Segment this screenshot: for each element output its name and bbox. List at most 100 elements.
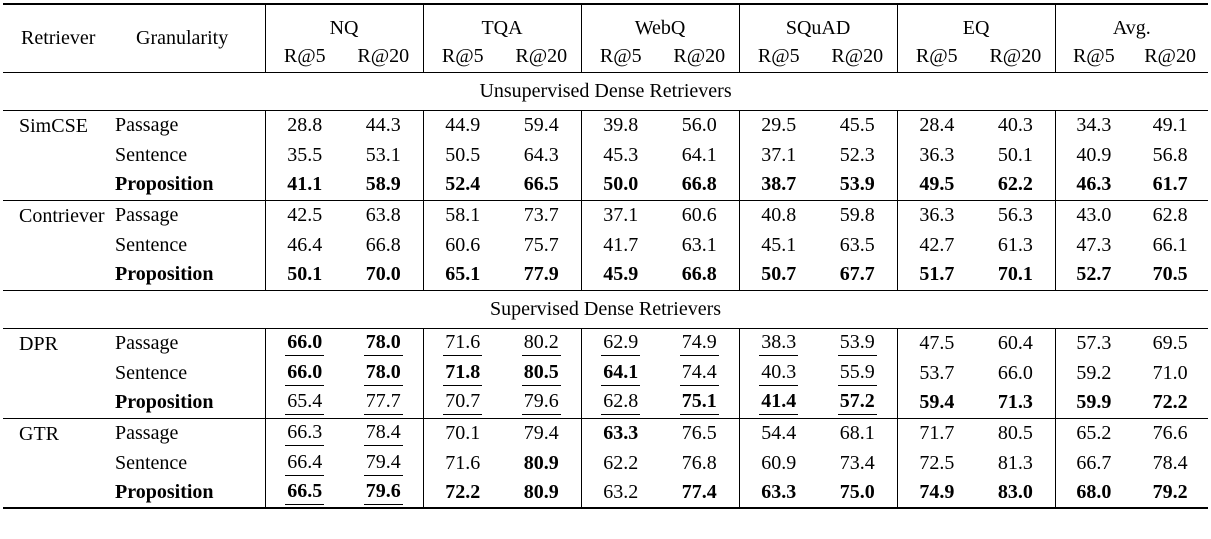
metric-value: 50.1 — [997, 143, 1033, 166]
metric-value: 83.0 — [997, 481, 1033, 503]
table-row: Sentence 46.4 66.8 60.6 75.7 41.7 63.1 45.1 63.5… — [3, 230, 1208, 260]
metric-header-squad-r-20: R@20 — [831, 45, 884, 68]
metric-cell: 65.4 — [264, 388, 344, 418]
metric-value: 78.4 — [1152, 451, 1188, 474]
metric-value: 55.9 — [837, 361, 877, 386]
metric-cell: 64.3 — [502, 140, 581, 170]
metric-value: 80.9 — [523, 451, 559, 474]
table-row: Proposition 66.5 79.6 72.2 80.9 63.2 77.4 63.3 7… — [3, 478, 1208, 508]
metric-cell: 29.5 — [738, 109, 819, 140]
metric-cell: 28.4 — [896, 109, 977, 140]
metric-cell: 78.0 — [344, 358, 423, 388]
col-header-retriever: Retriever — [21, 26, 96, 49]
metric-value: 70.7 — [443, 391, 483, 416]
metric-cell: 57.2 — [818, 388, 897, 418]
metric-cell: 53.9 — [818, 327, 898, 358]
metric-cell: 44.9 — [422, 109, 503, 140]
metric-value: 72.2 — [1152, 391, 1188, 414]
header-row-groups: Retriever Granularity NQ TQA WebQ SQuAD EQ Av… — [3, 4, 1209, 49]
metric-value: 78.0 — [363, 331, 403, 356]
metric-value: 45.5 — [839, 113, 875, 136]
section-row: Unsupervised Dense Retrievers — [3, 71, 1209, 111]
metric-cell: 54.4 — [738, 417, 819, 448]
metric-cell: 72.2 — [422, 478, 503, 508]
metric-value: 76.8 — [681, 451, 717, 474]
metric-value: 62.8 — [601, 391, 641, 416]
metric-value: 59.4 — [919, 391, 955, 414]
metric-cell: 66.5 — [502, 170, 581, 200]
metric-header-webq-r-20: R@20 — [673, 45, 726, 68]
metric-cell: 62.8 — [580, 388, 661, 418]
metric-cell: 50.1 — [976, 140, 1055, 170]
metric-value: 70.0 — [365, 263, 401, 286]
metric-value: 46.3 — [1076, 173, 1112, 196]
metric-value: 41.1 — [287, 173, 323, 196]
metric-value: 71.7 — [919, 421, 955, 444]
granularity-cell: Sentence — [115, 143, 188, 166]
metric-value: 37.1 — [603, 203, 639, 226]
metric-value: 40.8 — [761, 203, 797, 226]
metric-cell: 50.1 — [264, 260, 344, 290]
metric-value: 65.2 — [1076, 421, 1112, 444]
metric-cell: 38.3 — [738, 327, 819, 358]
metric-value: 75.0 — [839, 481, 875, 503]
granularity-cell: Proposition — [115, 391, 214, 414]
metric-cell: 62.2 — [580, 448, 661, 478]
metric-cell: 50.7 — [738, 260, 819, 290]
table-row: DPR Passage 66.0 78.0 71.6 80.2 62.9 74.9 38.3 53… — [3, 327, 1209, 418]
metric-cell: 47.3 — [1054, 230, 1133, 260]
metric-cell: 59.9 — [1054, 388, 1133, 418]
metric-cell: 74.9 — [660, 327, 740, 358]
metric-cell: 65.2 — [1054, 417, 1133, 448]
metric-cell: 71.6 — [422, 327, 503, 358]
metric-cell: 45.9 — [580, 260, 661, 290]
metric-cell: 59.4 — [896, 388, 977, 418]
metric-cell: 45.1 — [738, 230, 819, 260]
granularity-cell: Sentence — [115, 361, 188, 384]
metric-cell: 60.9 — [738, 448, 819, 478]
metric-value: 63.3 — [603, 421, 639, 444]
metric-value: 67.7 — [839, 263, 875, 286]
granularity-cell: Sentence — [115, 451, 188, 474]
metric-value: 81.3 — [997, 451, 1033, 474]
metric-cell: 77.7 — [344, 388, 423, 418]
metric-value: 75.1 — [679, 391, 719, 416]
metric-cell: 75.0 — [818, 478, 897, 508]
metric-cell: 72.5 — [896, 448, 977, 478]
metric-value: 80.9 — [523, 481, 559, 503]
metric-value: 71.6 — [443, 331, 483, 356]
metric-value: 59.8 — [839, 203, 875, 226]
metric-value: 44.9 — [445, 113, 481, 136]
metric-header-webq-r-5: R@5 — [580, 42, 661, 72]
metric-cell: 63.5 — [818, 230, 897, 260]
metric-value: 70.1 — [445, 421, 481, 444]
retriever-name: DPR — [3, 327, 100, 418]
metric-value: 80.2 — [521, 331, 561, 356]
metric-cell: 68.1 — [818, 417, 898, 448]
metric-cell: 66.0 — [976, 358, 1055, 388]
metric-value: 79.6 — [363, 481, 403, 505]
metric-cell: 73.4 — [818, 448, 897, 478]
metric-header-nq-r-20: R@20 — [357, 45, 410, 68]
metric-cell: 53.1 — [344, 140, 423, 170]
metric-value: 64.1 — [681, 143, 717, 166]
metric-cell: 45.5 — [818, 109, 898, 140]
metric-value: 74.4 — [679, 361, 719, 386]
metric-cell: 75.7 — [502, 230, 581, 260]
metric-header-nq-r-5: R@5 — [264, 42, 344, 72]
col-header-granularity: Granularity — [136, 26, 229, 49]
metric-value: 52.7 — [1076, 263, 1112, 286]
metric-value: 79.4 — [523, 421, 559, 444]
metric-value: 51.7 — [919, 263, 955, 286]
metric-value: 34.3 — [1076, 113, 1112, 136]
metric-cell: 56.8 — [1132, 140, 1208, 170]
metric-value: 79.4 — [363, 451, 403, 476]
metric-cell: 81.3 — [976, 448, 1055, 478]
metric-cell: 76.8 — [660, 448, 739, 478]
metric-value: 73.7 — [523, 203, 559, 226]
metric-value: 43.0 — [1076, 203, 1112, 226]
metric-value: 50.5 — [445, 143, 481, 166]
metric-cell: 38.7 — [738, 170, 819, 200]
metric-cell: 60.6 — [660, 199, 740, 230]
metric-header-squad-r-5: R@5 — [738, 42, 819, 72]
